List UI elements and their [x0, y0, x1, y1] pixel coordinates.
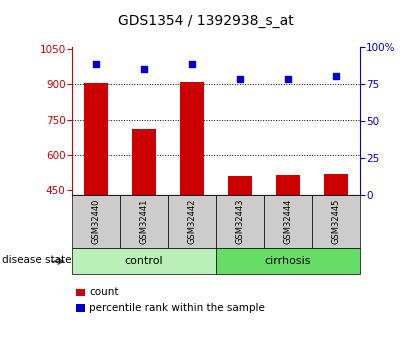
Text: GSM32444: GSM32444	[283, 199, 292, 244]
Bar	[228, 176, 252, 195]
Text: GDS1354 / 1392938_s_at: GDS1354 / 1392938_s_at	[118, 14, 293, 28]
Bar	[180, 82, 204, 195]
Point	[332, 73, 339, 79]
Bar	[324, 174, 348, 195]
Text: GSM32440: GSM32440	[91, 199, 100, 244]
Point	[141, 66, 147, 71]
Text: GSM32445: GSM32445	[331, 199, 340, 244]
Text: GSM32441: GSM32441	[139, 199, 148, 244]
Text: GSM32442: GSM32442	[187, 199, 196, 244]
Point	[189, 62, 195, 67]
Text: GSM32443: GSM32443	[235, 199, 244, 244]
Text: control: control	[125, 256, 163, 266]
Point	[236, 77, 243, 82]
Text: cirrhosis: cirrhosis	[264, 256, 311, 266]
Text: percentile rank within the sample: percentile rank within the sample	[89, 303, 265, 313]
Bar	[84, 83, 108, 195]
Bar	[276, 175, 300, 195]
Text: disease state: disease state	[2, 255, 72, 265]
Point	[92, 62, 99, 67]
Text: count: count	[89, 287, 119, 297]
Point	[284, 77, 291, 82]
Bar	[132, 129, 156, 195]
